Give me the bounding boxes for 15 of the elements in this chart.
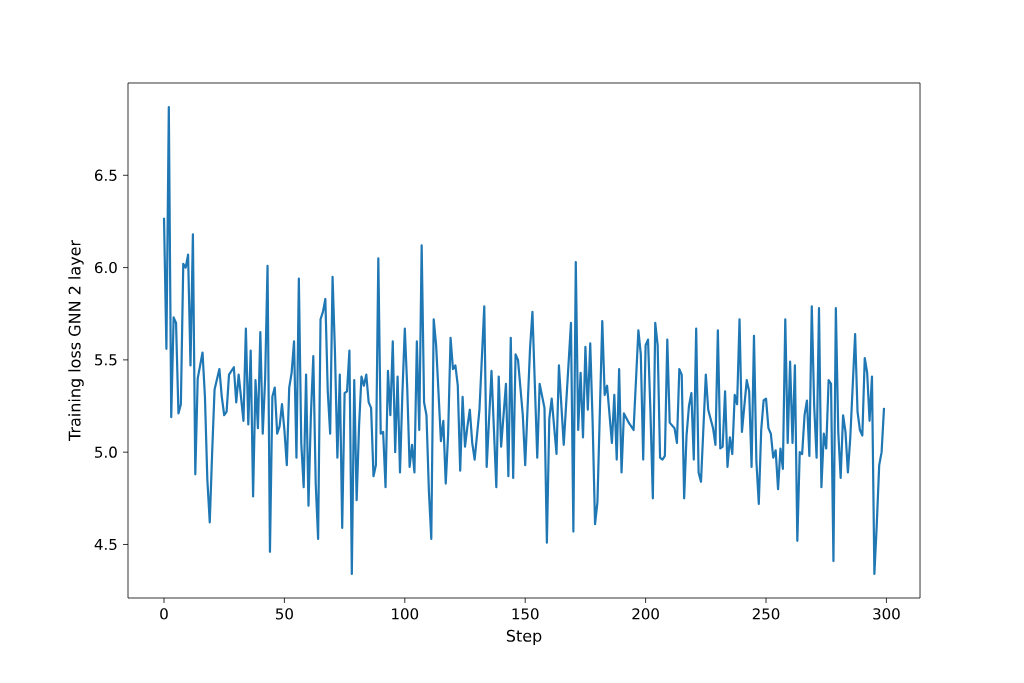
y-tick-label: 4.5 — [94, 538, 117, 551]
y-tick-label: 5.5 — [95, 354, 117, 366]
x-tick-label: 50 — [276, 608, 293, 620]
x-tick-label: 0 — [160, 608, 168, 620]
x-tick-label: 300 — [873, 608, 900, 620]
y-tick-label: 6.0 — [94, 261, 117, 274]
y-tick-label: 6.5 — [94, 169, 117, 181]
line-series — [162, 105, 886, 576]
x-tick-label: 100 — [392, 608, 419, 620]
y-axis-title: Training loss GNN 2 layer — [68, 239, 84, 442]
x-tick-label: 200 — [632, 608, 659, 620]
x-tick-label: 150 — [512, 608, 539, 620]
x-axis-title: Step — [506, 629, 542, 645]
y-tick-label: 5.0 — [95, 446, 117, 458]
x-tick-label: 250 — [752, 608, 780, 620]
